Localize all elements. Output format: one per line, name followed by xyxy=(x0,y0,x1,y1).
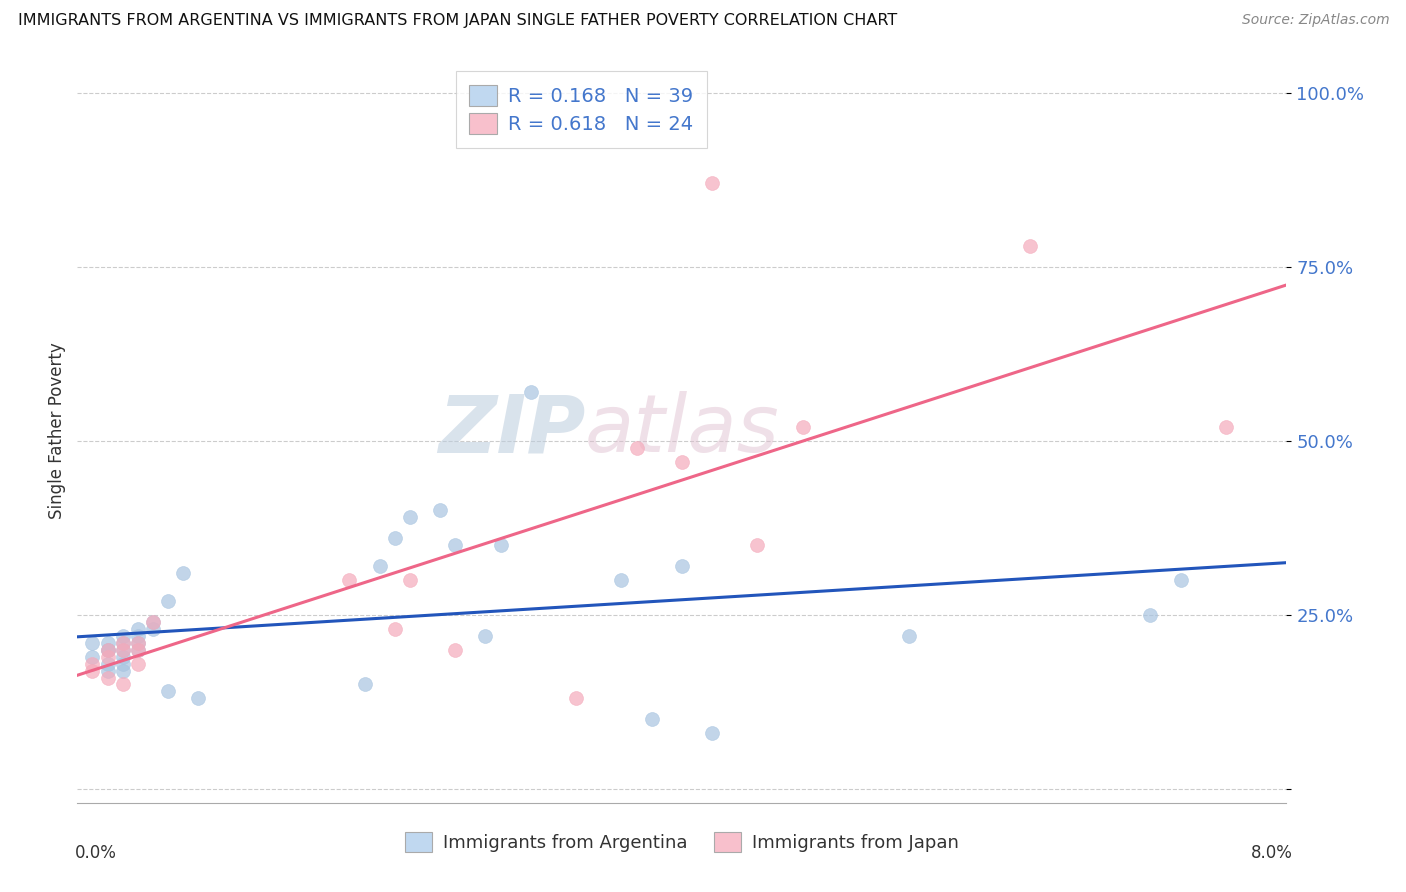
Legend: Immigrants from Argentina, Immigrants from Japan: Immigrants from Argentina, Immigrants fr… xyxy=(395,822,969,861)
Point xyxy=(96,642,118,657)
Y-axis label: Single Father Poverty: Single Father Poverty xyxy=(48,342,66,519)
Text: atlas: atlas xyxy=(585,392,780,469)
Point xyxy=(96,642,118,657)
Point xyxy=(82,664,104,678)
Point xyxy=(82,657,104,671)
Point xyxy=(399,573,422,587)
Point xyxy=(111,642,134,657)
Point xyxy=(565,691,588,706)
Point xyxy=(142,615,165,629)
Text: 8.0%: 8.0% xyxy=(1251,844,1292,862)
Point xyxy=(368,559,391,574)
Point xyxy=(444,538,467,552)
Point xyxy=(111,664,134,678)
Point xyxy=(610,573,633,587)
Point xyxy=(142,622,165,636)
Point xyxy=(792,420,814,434)
Point xyxy=(111,629,134,643)
Point xyxy=(399,510,422,524)
Point xyxy=(111,677,134,691)
Point xyxy=(127,657,149,671)
Point xyxy=(1170,573,1192,587)
Point xyxy=(671,455,693,469)
Point xyxy=(626,441,648,455)
Text: IMMIGRANTS FROM ARGENTINA VS IMMIGRANTS FROM JAPAN SINGLE FATHER POVERTY CORRELA: IMMIGRANTS FROM ARGENTINA VS IMMIGRANTS … xyxy=(18,13,897,29)
Point xyxy=(187,691,209,706)
Point xyxy=(1018,239,1040,253)
Point xyxy=(111,636,134,650)
Point xyxy=(384,531,406,545)
Point xyxy=(897,629,920,643)
Point xyxy=(1215,420,1237,434)
Point xyxy=(1139,607,1161,622)
Point xyxy=(520,385,543,400)
Point xyxy=(702,726,724,740)
Point xyxy=(641,712,664,726)
Point xyxy=(127,629,149,643)
Point xyxy=(142,615,165,629)
Point xyxy=(127,622,149,636)
Point xyxy=(157,684,180,698)
Point xyxy=(111,642,134,657)
Point xyxy=(172,566,194,580)
Text: Source: ZipAtlas.com: Source: ZipAtlas.com xyxy=(1241,13,1389,28)
Point xyxy=(702,176,724,190)
Point xyxy=(82,649,104,664)
Point xyxy=(111,657,134,671)
Point xyxy=(96,664,118,678)
Point xyxy=(82,636,104,650)
Point xyxy=(157,594,180,608)
Point xyxy=(474,629,496,643)
Point xyxy=(111,649,134,664)
Text: 0.0%: 0.0% xyxy=(75,844,117,862)
Text: ZIP: ZIP xyxy=(437,392,585,469)
Point xyxy=(111,636,134,650)
Point xyxy=(747,538,769,552)
Point xyxy=(96,649,118,664)
Point xyxy=(127,642,149,657)
Point xyxy=(96,636,118,650)
Point xyxy=(353,677,375,691)
Point xyxy=(339,573,360,587)
Point xyxy=(671,559,693,574)
Point xyxy=(429,503,451,517)
Point xyxy=(127,642,149,657)
Point xyxy=(127,636,149,650)
Point xyxy=(384,622,406,636)
Point xyxy=(96,642,118,657)
Point xyxy=(444,642,467,657)
Point xyxy=(96,657,118,671)
Point xyxy=(96,671,118,685)
Point xyxy=(127,636,149,650)
Point xyxy=(489,538,512,552)
